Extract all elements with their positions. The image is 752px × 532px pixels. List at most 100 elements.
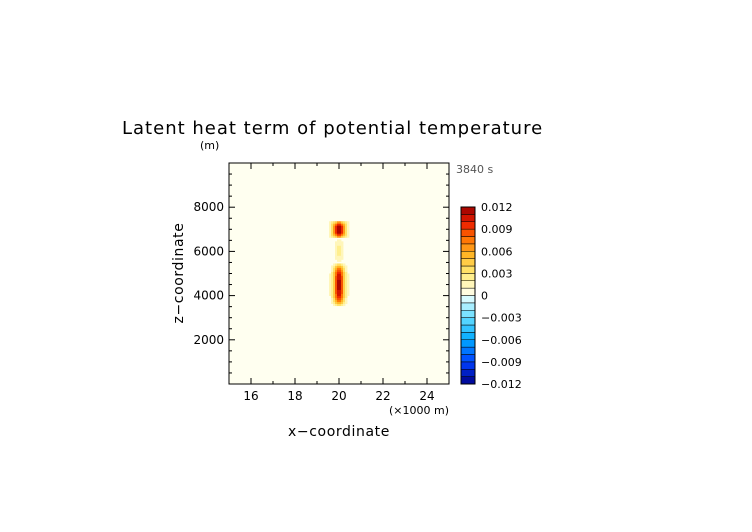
heatmap-cell [335,227,338,230]
heatmap-cell [335,253,338,256]
colorbar-level [460,236,476,245]
colorbar-level [460,214,476,222]
colorbar-level [460,310,476,318]
heatmap-cell [333,275,336,278]
heatmap-cell [337,265,340,268]
heatmap-cell [339,273,342,276]
heatmap-cell [341,287,344,290]
heatmap-cell [341,269,344,272]
heatmap-cell [339,281,342,284]
heatmap-cell [335,303,338,307]
heatmap-cell [341,293,344,296]
heatmap-cell [337,289,340,292]
heatmap-cell [329,233,332,236]
heatmap-cell [337,283,340,286]
heatmap-cell [343,227,346,230]
y-axis: 2000 4000 6000 8000 [193,162,449,385]
heatmap-cell [341,271,344,274]
heatmap-cell [347,285,350,288]
heatmap-cell [343,263,346,266]
heatmap-cell [335,301,338,305]
heatmap-cell [339,277,342,280]
colorbar-tick-label: 0 [481,290,488,303]
heatmap-cell [339,253,342,256]
colorbar-tick-label: −0.009 [481,356,522,369]
heatmap-cell [335,243,338,246]
heatmap-cell [347,235,350,238]
heatmap-cell [341,243,344,246]
heatmap-cell [331,273,334,276]
heatmap-cell [333,295,336,299]
colorbar-level [460,265,476,274]
heatmap-cell [341,247,344,250]
heatmap-cell [343,279,346,282]
heatmap-cell [339,269,342,272]
heatmap-cell [345,291,348,294]
colorbar-level [460,295,476,304]
heatmap-cell [345,227,348,230]
heatmap-cell [341,279,344,282]
colorbar-level [460,339,476,348]
colorbar-level [460,251,476,259]
heatmap-cell [337,269,340,272]
heatmap-cell [337,287,340,290]
heatmap-cell [343,299,346,303]
heatmap-cell [343,275,346,278]
heatmap-cell [345,281,348,284]
heatmap-cell [341,275,344,278]
heatmap-cell [343,285,346,288]
heatmap-cell [337,227,340,230]
heatmap-cell [341,285,344,288]
heatmap-cell [337,241,340,244]
colorbar-frame [460,206,476,385]
heatmap-cell [331,281,334,284]
heatmap-cell [345,229,348,232]
heatmap-cell [337,235,340,238]
x-tick-label: 16 [243,389,258,403]
heatmap-cell [335,275,338,278]
heatmap-cell [347,223,350,226]
heatmap-cell [341,281,344,284]
colorbar-level [460,317,476,326]
heatmap-cell [335,279,338,282]
heatmap-cell [339,251,342,254]
x-axis-unit: (×1000 m) [389,404,449,417]
heatmap-cell [341,241,344,244]
heatmap-cell [341,291,344,294]
heatmap-cell [339,245,342,248]
heatmap-cell [341,233,344,236]
heatmap-cell [345,287,348,290]
heatmap-cell [335,241,338,244]
heatmap-cell [335,257,338,260]
heatmap-cell [339,275,342,278]
heatmap-cell [331,283,334,286]
colorbar-level [460,206,476,215]
colorbar-level [460,324,476,333]
heatmap-cell [333,231,336,234]
heatmap-cell [337,251,340,254]
timestamp-label: 3840 s [456,163,493,176]
heatmap-cell [335,285,338,288]
heatmap-cell [331,299,334,303]
heatmap-cell [345,297,348,301]
heatmap-cell [347,221,350,224]
heatmap-cell [345,233,348,236]
colorbar-tick-label: −0.003 [481,312,522,325]
heatmap-cell [329,227,332,230]
heatmap-cell [347,229,350,232]
heatmap-cell [333,283,336,286]
heatmap-cell [343,225,346,228]
colorbar-tick-label: −0.012 [481,378,522,391]
y-axis-title: z−coordinate [171,223,187,324]
heatmap-cell [345,279,348,282]
heatmap-cell [345,231,348,234]
heatmap-cell [345,265,348,268]
heatmap-cell [335,269,338,272]
heatmap-cell [337,259,340,262]
heatmap-cell [329,273,332,276]
heatmap-cell [343,265,346,268]
heatmap-cell [337,245,340,248]
heatmap-cell [341,289,344,292]
heatmap-cell [341,245,344,248]
colorbar-level [460,221,476,230]
